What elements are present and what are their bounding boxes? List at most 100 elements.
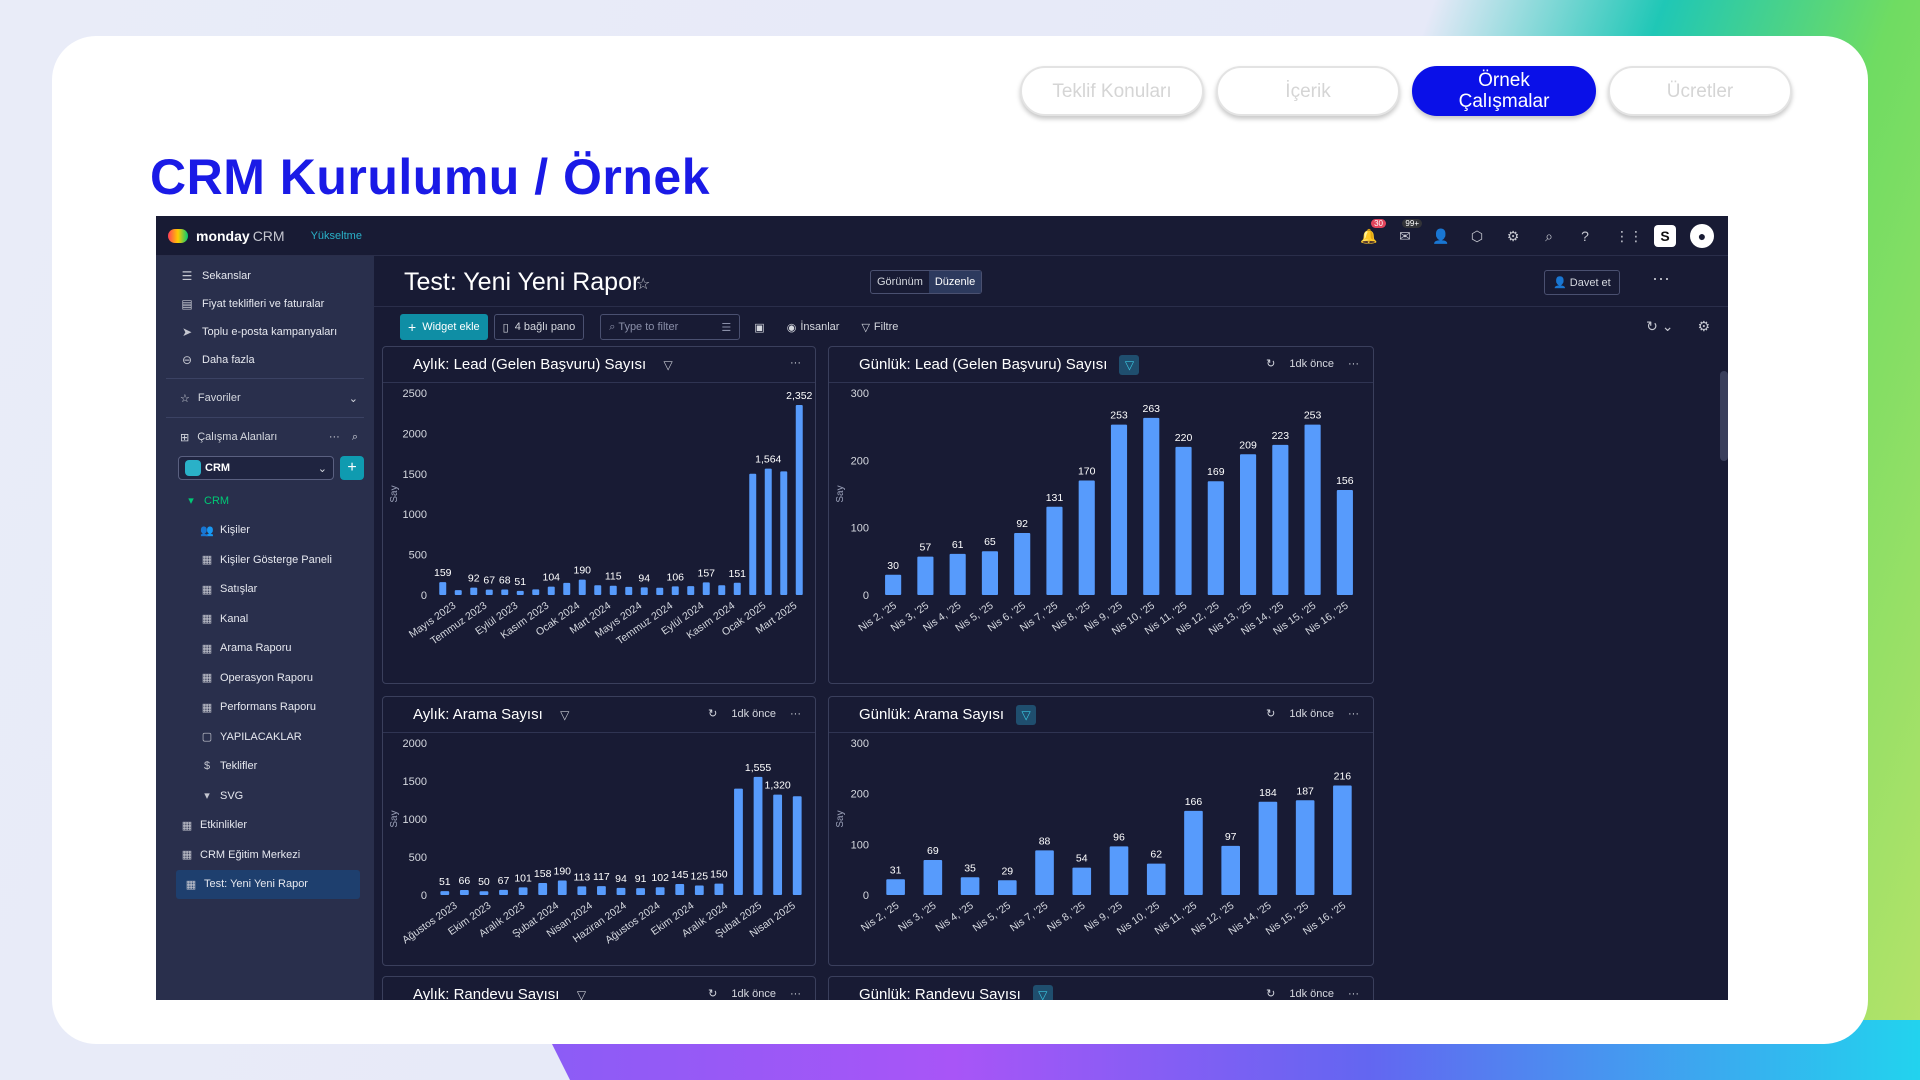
invite-members-icon[interactable]: 👤: [1432, 227, 1450, 244]
bar[interactable]: [616, 887, 626, 895]
more-dots-icon[interactable]: ···: [790, 707, 801, 720]
app-grid-icon[interactable]: ⋮⋮: [1615, 227, 1643, 244]
refresh-icon[interactable]: ↻: [1266, 358, 1276, 370]
favorite-star-icon[interactable]: ☆: [636, 276, 651, 293]
filter-icon[interactable]: ▽: [1119, 354, 1140, 375]
sidebar-item-fiyat-teklifleri[interactable]: ▤ Fiyat teklifleri ve faturalar: [156, 290, 374, 318]
more-dots-icon[interactable]: ···: [790, 987, 801, 1000]
edit-mode-button[interactable]: Düzenle: [928, 271, 982, 293]
bar[interactable]: [998, 880, 1017, 895]
bar[interactable]: [1333, 785, 1352, 895]
bar[interactable]: [1258, 801, 1278, 895]
sidebar-item-teklifler[interactable]: $ Teklifler: [156, 752, 374, 782]
bar[interactable]: [734, 788, 743, 895]
bar[interactable]: [459, 889, 469, 895]
search-icon[interactable]: ⌕: [1545, 227, 1553, 244]
search-icon[interactable]: ⌕: [351, 430, 358, 443]
nav-ornek-calismalar[interactable]: Örnek Çalışmalar: [1412, 66, 1596, 116]
bar[interactable]: [764, 468, 772, 595]
account-logo-icon[interactable]: S: [1654, 225, 1676, 247]
bar[interactable]: [773, 794, 783, 895]
bar[interactable]: [795, 404, 803, 595]
sidebar-item-kisiler-gosterge[interactable]: ▦ Kişiler Gösterge Paneli: [156, 545, 374, 575]
more-dots-icon[interactable]: ···: [1348, 707, 1359, 720]
bar[interactable]: [470, 587, 478, 595]
sidebar-item-performans-raporu[interactable]: ▦ Performans Raporu: [156, 693, 374, 723]
sidebar-item-test-rapor[interactable]: ▦ Test: Yeni Yeni Rapor: [176, 869, 360, 899]
bar[interactable]: [597, 886, 606, 895]
refresh-icon[interactable]: ↻: [1266, 988, 1276, 1000]
dashboard-settings-icon[interactable]: ⚙: [1697, 318, 1710, 334]
bar[interactable]: [516, 590, 524, 595]
bar[interactable]: [923, 860, 943, 895]
nav-ucretler[interactable]: Ücretler: [1608, 66, 1792, 116]
sidebar-favorites[interactable]: ☆ Favoriler ⌄: [156, 383, 374, 413]
bar[interactable]: [949, 553, 966, 595]
avatar[interactable]: ●: [1690, 224, 1714, 248]
bar[interactable]: [557, 880, 567, 895]
sidebar-workspaces[interactable]: ⊞ Çalışma Alanları ··· ⌕: [156, 422, 374, 452]
bar[interactable]: [917, 556, 934, 595]
bar[interactable]: [485, 589, 493, 595]
bar[interactable]: [780, 471, 788, 595]
bar[interactable]: [718, 585, 726, 595]
save-icon[interactable]: ▣: [754, 321, 765, 334]
sidebar-item-operasyon-raporu[interactable]: ▦ Operasyon Raporu: [156, 663, 374, 693]
bar[interactable]: [636, 888, 645, 895]
bar[interactable]: [499, 889, 508, 895]
nav-teklif-konulari[interactable]: Teklif Konuları: [1020, 66, 1204, 116]
filter-icon[interactable]: ▽: [1016, 704, 1037, 725]
bar[interactable]: [454, 590, 462, 595]
bar[interactable]: [578, 579, 586, 595]
bar[interactable]: [1072, 867, 1092, 895]
bell-icon[interactable]: 🔔 30: [1358, 219, 1386, 247]
inbox-icon[interactable]: ✉ 99+: [1394, 219, 1422, 247]
bar[interactable]: [1175, 446, 1192, 595]
filter-icon[interactable]: ▽: [1032, 984, 1053, 1000]
more-dots-icon[interactable]: ···: [328, 430, 340, 443]
bar[interactable]: [1184, 810, 1203, 895]
sidebar-item-sekanslar[interactable]: ☰ Sekanslar: [156, 262, 374, 290]
sidebar-item-yapilacaklar[interactable]: ▢ YAPILACAKLAR: [156, 722, 374, 752]
bar[interactable]: [532, 589, 540, 595]
bar[interactable]: [440, 891, 450, 895]
settings-gear-icon[interactable]: ⚙: [1506, 227, 1520, 244]
refresh-icon[interactable]: ↻: [708, 988, 718, 1000]
bar[interactable]: [1146, 863, 1166, 895]
bar[interactable]: [1336, 489, 1353, 595]
people-filter-button[interactable]: ◉ İnsanlar: [779, 314, 848, 340]
bar[interactable]: [749, 473, 757, 595]
sidebar-item-daha-fazla[interactable]: ⊖ Daha fazla: [156, 346, 374, 374]
add-widget-button[interactable]: + Widget ekle: [400, 314, 488, 340]
bar[interactable]: [1014, 533, 1031, 595]
more-dots-icon[interactable]: ···: [790, 357, 801, 369]
bar[interactable]: [885, 574, 902, 595]
bar[interactable]: [1109, 846, 1129, 895]
bar[interactable]: [1078, 480, 1095, 595]
bar[interactable]: [655, 887, 665, 895]
bar[interactable]: [733, 582, 741, 595]
page-more-icon[interactable]: ···: [1652, 268, 1670, 288]
bar[interactable]: [886, 879, 905, 895]
invite-button[interactable]: 👤 Davet et: [1544, 270, 1620, 295]
bar[interactable]: [675, 883, 685, 895]
help-icon[interactable]: ?: [1581, 228, 1589, 244]
bar[interactable]: [1110, 424, 1128, 595]
refresh-icon[interactable]: ↻: [1266, 708, 1276, 720]
bar[interactable]: [1046, 506, 1063, 595]
bar[interactable]: [1272, 444, 1289, 595]
sidebar-item-etkinlikler[interactable]: ▦ Etkinlikler: [156, 811, 374, 841]
nav-icerik[interactable]: İçerik: [1216, 66, 1400, 116]
bar[interactable]: [1143, 417, 1160, 595]
sidebar-item-crm-egitim[interactable]: ▦ CRM Eğitim Merkezi: [156, 840, 374, 870]
bar[interactable]: [671, 586, 679, 595]
filter-icon[interactable]: ▽: [560, 707, 570, 722]
sidebar-item-toplu-eposta[interactable]: ➤ Toplu e-posta kampanyaları: [156, 318, 374, 346]
bar[interactable]: [640, 587, 648, 595]
bar[interactable]: [1221, 845, 1240, 895]
view-mode-button[interactable]: Görünüm: [877, 276, 923, 288]
bar[interactable]: [577, 886, 587, 895]
filter-button[interactable]: ▽ Filtre: [853, 314, 906, 340]
sidebar-item-svg[interactable]: ▾ SVG: [156, 781, 374, 811]
connected-boards-button[interactable]: ▯ 4 bağlı pano: [493, 314, 585, 340]
